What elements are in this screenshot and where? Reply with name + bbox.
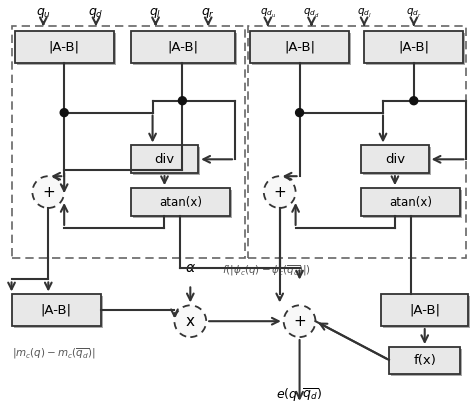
Bar [381,294,468,326]
Bar [383,297,470,328]
Text: $q_r$: $q_r$ [201,7,215,20]
Bar [252,33,351,65]
Text: f(x): f(x) [413,354,436,367]
Text: |A-B|: |A-B| [409,304,440,317]
Bar [131,31,235,63]
Text: $\alpha$: $\alpha$ [185,261,196,274]
Text: $q_{d_r}$: $q_{d_r}$ [406,7,421,20]
Text: $q_{d_u}$: $q_{d_u}$ [260,7,276,20]
Bar [364,31,464,63]
Bar [248,26,466,258]
Text: |A-B|: |A-B| [49,40,80,54]
Circle shape [283,305,316,337]
Circle shape [264,176,296,208]
Text: +: + [273,184,286,200]
Bar [131,188,230,216]
Text: $|m_c(q)-m_c(\overline{q_d})|$: $|m_c(q)-m_c(\overline{q_d})|$ [11,347,95,361]
Bar [133,147,200,175]
Bar [391,349,463,376]
Bar [366,33,465,65]
Text: |A-B|: |A-B| [284,40,315,54]
Circle shape [32,176,64,208]
Circle shape [174,305,206,337]
Bar [14,297,103,328]
Circle shape [60,109,68,117]
Text: |A-B|: |A-B| [41,304,72,317]
Bar [250,31,349,63]
Text: $q_u$: $q_u$ [36,7,51,20]
Text: div: div [385,153,405,166]
Circle shape [296,109,303,117]
Text: $q_{d_d}$: $q_{d_d}$ [303,7,320,20]
Text: x: x [186,314,195,329]
Text: |A-B|: |A-B| [398,40,429,54]
Bar [15,31,114,63]
Bar [17,33,116,65]
Text: atan(x): atan(x) [159,196,202,209]
Text: +: + [293,314,306,329]
Text: $q_{d_l}$: $q_{d_l}$ [357,7,372,20]
Text: $f(|\phi_c(q)-\phi_c(\overline{q_d})|)$: $f(|\phi_c(q)-\phi_c(\overline{q_d})|)$ [222,263,311,277]
Bar [361,146,428,173]
Text: atan(x): atan(x) [389,196,432,209]
Bar [363,190,463,218]
Bar [11,294,101,326]
Bar [131,146,198,173]
Bar [133,33,237,65]
Text: $q_d$: $q_d$ [88,7,104,20]
Bar [133,190,232,218]
Bar [361,188,460,216]
Text: |A-B|: |A-B| [167,40,199,54]
Bar [11,26,245,258]
Text: $e(q,\overline{q_d})$: $e(q,\overline{q_d})$ [276,387,323,404]
Text: +: + [42,184,55,200]
Circle shape [410,97,418,105]
Circle shape [178,97,186,105]
Bar [363,147,431,175]
Text: div: div [155,153,174,166]
Text: $q_l$: $q_l$ [149,7,162,20]
Bar [389,347,460,374]
